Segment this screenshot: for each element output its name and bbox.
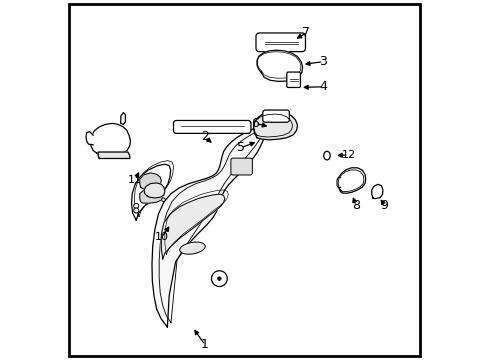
Circle shape xyxy=(211,271,227,287)
Polygon shape xyxy=(371,184,382,199)
Polygon shape xyxy=(336,177,340,188)
Text: 6: 6 xyxy=(251,117,259,130)
Text: 1: 1 xyxy=(201,338,208,351)
Polygon shape xyxy=(140,173,161,189)
Polygon shape xyxy=(152,126,264,327)
Circle shape xyxy=(162,198,165,202)
Text: 10: 10 xyxy=(155,232,169,242)
Text: 5: 5 xyxy=(236,141,244,154)
FancyBboxPatch shape xyxy=(262,110,289,122)
Ellipse shape xyxy=(180,242,205,254)
Text: 11: 11 xyxy=(128,175,142,185)
Text: 12: 12 xyxy=(341,150,355,160)
Text: 9: 9 xyxy=(380,199,387,212)
Circle shape xyxy=(160,189,163,193)
Polygon shape xyxy=(131,164,170,220)
Polygon shape xyxy=(121,113,125,125)
Text: 4: 4 xyxy=(319,80,326,93)
Polygon shape xyxy=(86,132,93,145)
Circle shape xyxy=(133,203,139,208)
FancyBboxPatch shape xyxy=(255,33,305,51)
Text: 8: 8 xyxy=(351,199,359,212)
Polygon shape xyxy=(337,168,365,193)
Polygon shape xyxy=(90,123,130,158)
Polygon shape xyxy=(161,194,224,259)
Circle shape xyxy=(133,208,139,213)
Polygon shape xyxy=(144,183,164,198)
Ellipse shape xyxy=(323,151,329,160)
FancyBboxPatch shape xyxy=(286,72,300,87)
Circle shape xyxy=(217,277,221,280)
Polygon shape xyxy=(140,189,163,203)
FancyBboxPatch shape xyxy=(173,121,250,134)
FancyBboxPatch shape xyxy=(230,158,252,175)
Text: 7: 7 xyxy=(302,27,309,40)
Polygon shape xyxy=(257,50,302,81)
Polygon shape xyxy=(253,112,297,140)
Polygon shape xyxy=(98,152,129,158)
Text: 3: 3 xyxy=(319,55,326,68)
Text: 2: 2 xyxy=(201,130,208,144)
